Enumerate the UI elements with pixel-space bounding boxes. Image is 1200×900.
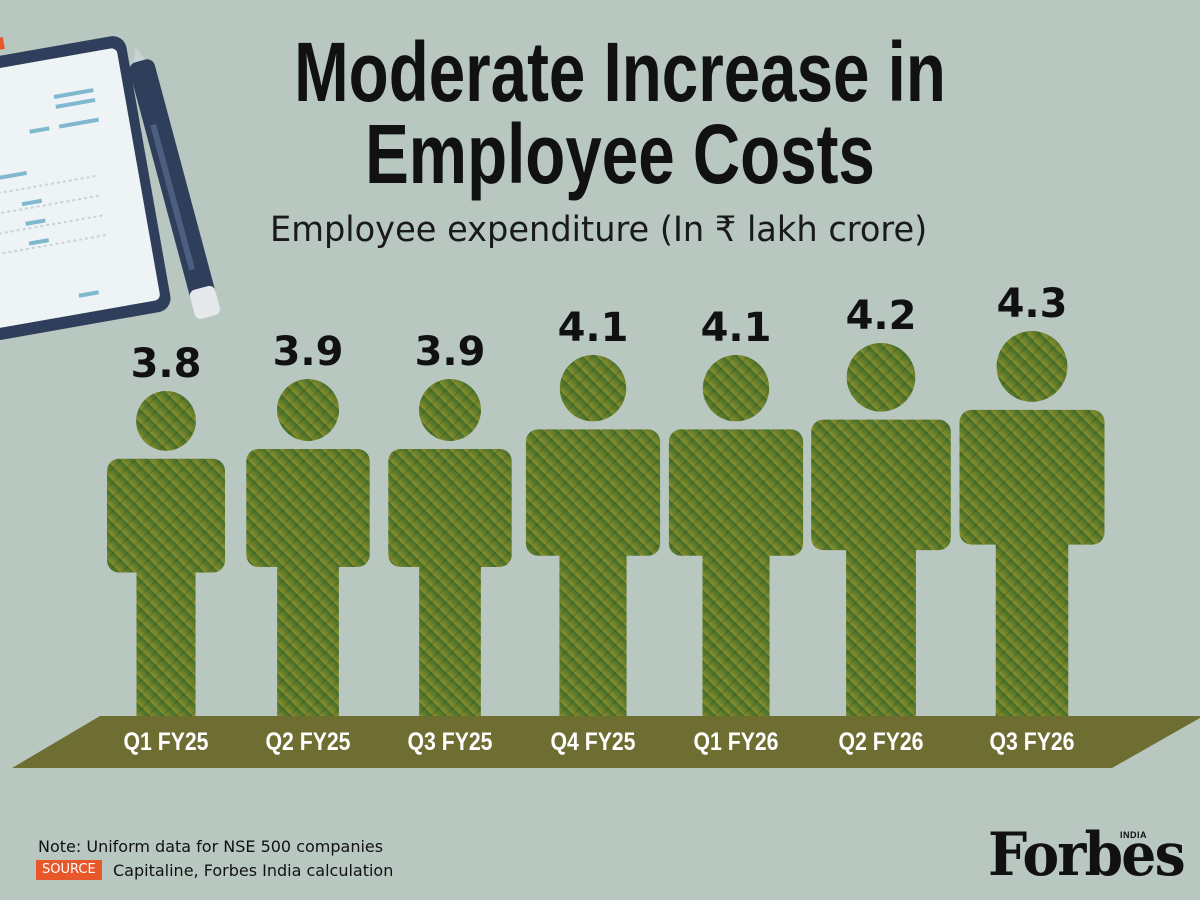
person-bar-legs [277, 556, 339, 716]
value-label: 3.8 [131, 341, 202, 387]
person-bar-head [136, 391, 196, 451]
value-label: 3.9 [415, 329, 486, 375]
person-bar-torso [107, 458, 225, 573]
pen-icon [129, 46, 221, 319]
person-bar [668, 355, 804, 716]
category-label: Q3 FY26 [990, 727, 1075, 755]
value-label: 4.2 [846, 293, 917, 339]
person-bar-legs [846, 540, 916, 716]
brand-logo: Forbes [988, 820, 1186, 890]
person-bar [107, 391, 225, 716]
category-label: Q1 FY26 [694, 727, 779, 755]
source-text: Capitaline, Forbes India calculation [113, 861, 394, 880]
person-bar-head [276, 379, 340, 442]
person-bar-legs [419, 556, 481, 716]
person-bar-legs [995, 534, 1069, 716]
person-bar-head [418, 379, 482, 442]
chart-title-line-1: Moderate Increase in [294, 25, 946, 119]
value-label: 4.1 [558, 305, 629, 351]
person-bar-legs [136, 562, 196, 716]
chart-subtitle: Employee expenditure (In ₹ lakh crore) [270, 210, 928, 250]
category-label: Q2 FY26 [839, 727, 924, 755]
value-label: 3.9 [273, 329, 344, 375]
category-label: Q1 FY25 [124, 727, 209, 755]
person-bar-torso [525, 429, 661, 556]
person-bar [388, 379, 512, 716]
value-label: 4.3 [997, 281, 1068, 327]
chart-title-line-2: Employee Costs [365, 107, 875, 201]
person-bar-torso [388, 449, 512, 567]
person-bar-head [702, 355, 770, 422]
person-bar [811, 343, 951, 716]
value-label: 4.1 [701, 305, 772, 351]
person-bar-head [846, 343, 916, 412]
category-label: Q4 FY25 [551, 727, 636, 755]
person-bar [525, 355, 661, 716]
brand-logo-sub: INDIA [1120, 830, 1147, 840]
person-bar [959, 331, 1105, 716]
source-badge: SOURCE [36, 860, 102, 880]
person-bar-torso [668, 429, 804, 556]
floor-strip [12, 716, 1200, 768]
person-bar [246, 379, 370, 716]
clipboard-document-icon [0, 36, 171, 344]
person-bar-legs [559, 545, 627, 716]
category-label: Q3 FY25 [408, 727, 493, 755]
person-bar-legs [702, 545, 770, 716]
person-bar-head [996, 331, 1068, 402]
person-bar-head [559, 355, 627, 422]
person-bar-torso [959, 409, 1105, 545]
category-label: Q2 FY25 [266, 727, 351, 755]
person-bar-torso [811, 419, 951, 551]
footnote: Note: Uniform data for NSE 500 companies [38, 837, 384, 856]
person-bar-torso [246, 449, 370, 567]
